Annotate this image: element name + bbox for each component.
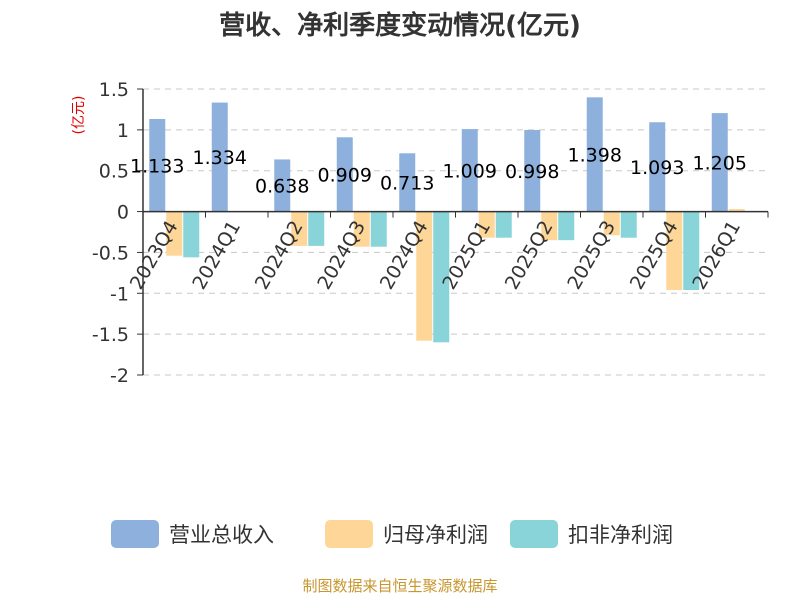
bar-营业总收入-2024Q2 — [274, 159, 291, 212]
chart-title: 营收、净利季度变动情况(亿元) — [219, 10, 581, 41]
y-tick-label: -2 — [110, 365, 129, 387]
data-label-revenue: 0.638 — [255, 176, 309, 198]
legend-item-营业总收入[interactable]: 营业总收入 — [111, 520, 274, 548]
y-tick-label: 1 — [117, 120, 129, 142]
data-label-revenue: 1.009 — [443, 160, 497, 182]
bar-扣非净利润-2023Q4 — [183, 211, 200, 258]
axes — [137, 88, 769, 376]
data-label-revenue: 0.909 — [318, 164, 372, 186]
legend: 营业总收入 归母净利润 扣非净利润 — [111, 520, 673, 548]
bar-归母净利润-2024Q4 — [416, 211, 433, 341]
y-tick-label: -0.5 — [92, 242, 129, 264]
y-tick-label: 0 — [117, 202, 129, 224]
legend-swatch — [510, 520, 558, 548]
y-tick-labels: 1.5 1 0.5 0 -0.5 -1 -1.5 -2 — [92, 79, 129, 387]
bar-扣非净利润-2025Q3 — [620, 211, 637, 238]
bar-营业总收入-2025Q4 — [649, 122, 666, 212]
legend-swatch — [325, 520, 373, 548]
bar-营业总收入-2025Q1 — [461, 129, 478, 212]
bar-营业总收入-2024Q1 — [211, 102, 228, 212]
y-tick-label: -1 — [110, 283, 129, 305]
legend-item-扣非净利润[interactable]: 扣非净利润 — [510, 520, 673, 548]
bar-扣非净利润-2024Q2 — [308, 211, 325, 246]
legend-item-归母净利润[interactable]: 归母净利润 — [325, 520, 488, 548]
legend-swatch — [111, 520, 159, 548]
bar-营业总收入-2023Q4 — [149, 118, 166, 212]
data-label-revenue: 1.205 — [693, 152, 747, 174]
data-label-revenue: 0.713 — [380, 172, 434, 194]
bar-营业总收入-2025Q3 — [586, 97, 603, 212]
data-labels: 1.133 1.334 0.638 0.909 0.713 1.009 0.998 1.398… — [130, 144, 747, 197]
bar-归母净利润-2024Q2 — [291, 211, 308, 246]
data-label-revenue: 0.998 — [505, 161, 559, 183]
bar-扣非净利润-2025Q2 — [558, 211, 575, 241]
legend-label: 扣非净利润 — [568, 523, 673, 547]
x-tick-label: 2024Q2 — [251, 217, 308, 293]
bar-归母净利润-2025Q4 — [666, 211, 683, 291]
y-axis-unit-label: (亿元) — [71, 96, 87, 135]
source-note: 制图数据来自恒生聚源数据库 — [302, 577, 497, 595]
bar-归母净利润-2025Q1 — [478, 211, 495, 238]
bar-归母净利润-2025Q2 — [541, 211, 558, 241]
bar-营业总收入-2024Q4 — [399, 153, 416, 212]
data-label-revenue: 1.334 — [193, 147, 247, 169]
bar-归母净利润-2026Q1 — [728, 209, 745, 212]
bar-营业总收入-2026Q1 — [711, 113, 728, 212]
y-tick-label: 0.5 — [99, 161, 129, 183]
data-label-revenue: 1.398 — [568, 144, 622, 166]
bar-归母净利润-2024Q3 — [353, 211, 370, 247]
y-tick-label: 1.5 — [99, 79, 129, 101]
bar-扣非净利润-2025Q4 — [683, 211, 700, 291]
bar-营业总收入-2025Q2 — [524, 130, 541, 212]
bar-扣非净利润-2024Q3 — [370, 211, 387, 247]
bar-扣非净利润-2024Q4 — [433, 211, 450, 343]
bar-归母净利润-2025Q3 — [603, 211, 620, 236]
bar-扣非净利润-2025Q1 — [495, 211, 512, 238]
legend-label: 营业总收入 — [169, 523, 274, 547]
data-label-revenue: 1.093 — [630, 157, 684, 179]
bar-营业总收入-2024Q3 — [336, 137, 353, 212]
bar-归母净利润-2023Q4 — [166, 211, 183, 256]
bar-group — [149, 97, 745, 343]
legend-label: 归母净利润 — [383, 523, 488, 547]
data-label-revenue: 1.133 — [130, 155, 184, 177]
y-tick-label: -1.5 — [92, 324, 129, 346]
gridlines — [143, 88, 768, 376]
